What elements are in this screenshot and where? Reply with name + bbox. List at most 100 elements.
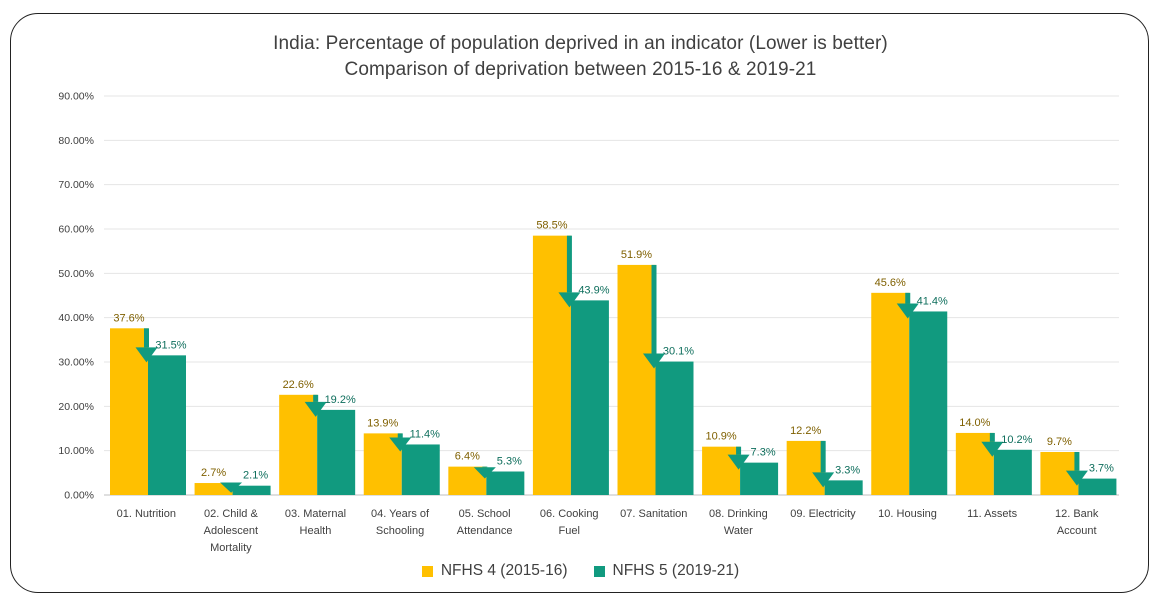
x-tick-label: 11. Assets: [967, 508, 1017, 520]
data-label-nfhs4: 51.9%: [621, 249, 652, 261]
data-label-nfhs4: 37.6%: [113, 312, 144, 324]
change-arrow-head: [135, 347, 158, 363]
data-label-nfhs5: 19.2%: [325, 394, 356, 406]
data-label-nfhs4: 6.4%: [455, 451, 480, 463]
change-arrow-head: [220, 482, 243, 493]
data-label-nfhs4: 10.9%: [705, 431, 736, 443]
y-tick-label: 60.00%: [58, 224, 94, 236]
change-arrow-head: [896, 303, 919, 319]
change-arrow-head: [643, 353, 665, 369]
y-tick-label: 0.00%: [64, 490, 94, 502]
legend-item-nfhs4: NFHS 4 (2015-16): [421, 562, 568, 580]
bar-nfhs5: [232, 485, 271, 495]
bar-nfhs4: [702, 446, 741, 495]
y-tick-label: 10.00%: [58, 445, 94, 457]
data-label-nfhs5: 30.1%: [663, 346, 694, 358]
x-tick-label: 05. School: [459, 508, 511, 520]
change-arrow-head: [1065, 470, 1088, 486]
legend-label-nfhs4: NFHS 4 (2015-16): [440, 562, 568, 579]
bar-nfhs5: [570, 300, 609, 495]
y-tick-label: 70.00%: [58, 179, 94, 191]
x-tick-label: Account: [1057, 525, 1097, 537]
bar-nfhs5: [148, 355, 186, 495]
y-tick-label: 40.00%: [58, 312, 94, 324]
data-label-nfhs5: 3.7%: [1089, 463, 1114, 475]
x-tick-label: Adolescent: [204, 525, 258, 537]
x-tick-label: 08. Drinking: [709, 508, 768, 520]
change-arrow-shaft: [313, 394, 319, 402]
bar-nfhs4: [617, 264, 656, 495]
change-arrow-head: [727, 454, 750, 470]
x-tick-label: 02. Child &: [204, 508, 258, 520]
x-tick-label: 07. Sanitation: [620, 508, 687, 520]
data-label-nfhs4: 45.6%: [875, 277, 906, 289]
data-label-nfhs5: 3.3%: [835, 464, 860, 476]
y-tick-label: 20.00%: [58, 401, 94, 413]
y-tick-label: 80.00%: [58, 135, 94, 147]
data-label-nfhs4: 58.5%: [536, 220, 567, 232]
x-tick-label: 09. Electricity: [790, 508, 856, 520]
bar-nfhs5: [993, 449, 1032, 495]
change-arrow-head: [981, 441, 1004, 457]
x-tick-label: 03. Maternal: [285, 508, 346, 520]
bar-nfhs4: [532, 235, 571, 495]
bar-nfhs4: [194, 483, 233, 495]
bar-nfhs4: [786, 440, 825, 495]
change-arrow-head: [389, 437, 412, 452]
change-arrow-head: [473, 467, 496, 479]
x-tick-label: 10. Housing: [878, 508, 937, 520]
bar-nfhs4: [279, 394, 318, 495]
x-tick-label: Water: [724, 525, 753, 537]
x-tick-label: 06. Cooking: [540, 508, 599, 520]
y-tick-label: 50.00%: [58, 268, 94, 280]
legend-item-nfhs5: NFHS 5 (2019-21): [593, 562, 740, 580]
chart-title: India: Percentage of population deprived…: [273, 33, 888, 54]
bar-nfhs4: [871, 292, 910, 495]
data-label-nfhs4: 14.0%: [959, 417, 990, 429]
change-arrow-shaft: [482, 466, 488, 468]
change-arrow-shaft: [566, 235, 572, 293]
data-label-nfhs5: 31.5%: [155, 339, 186, 351]
bar-nfhs5: [401, 444, 440, 495]
bar-nfhs5: [486, 471, 525, 495]
data-label-nfhs4: 9.7%: [1047, 436, 1072, 448]
change-arrow-shaft: [989, 432, 995, 442]
data-label-nfhs5: 41.4%: [917, 295, 948, 307]
change-arrow-shaft: [736, 446, 742, 455]
change-arrow-shaft: [1074, 451, 1080, 471]
bar-nfhs5: [824, 480, 863, 495]
chart-subtitle: Comparison of deprivation between 2015-1…: [344, 59, 817, 80]
data-label-nfhs5: 10.2%: [1001, 434, 1032, 446]
y-tick-label: 30.00%: [58, 357, 94, 369]
x-tick-label: Mortality: [210, 542, 252, 554]
data-label-nfhs4: 2.7%: [201, 467, 226, 479]
bar-nfhs5: [655, 361, 694, 495]
legend: NFHS 4 (2015-16) NFHS 5 (2019-21): [0, 562, 1161, 580]
data-label-nfhs5: 7.3%: [751, 447, 776, 459]
data-label-nfhs5: 5.3%: [497, 456, 522, 468]
legend-swatch-nfhs4: [421, 565, 433, 577]
data-label-nfhs4: 13.9%: [367, 417, 398, 429]
change-arrow-shaft: [905, 292, 911, 304]
x-tick-label: Schooling: [376, 525, 424, 537]
change-arrow-shaft: [397, 433, 403, 438]
change-arrow-shaft: [820, 440, 826, 473]
data-label-nfhs5: 2.1%: [243, 470, 268, 482]
change-arrow-shaft: [651, 264, 657, 354]
data-label-nfhs5: 43.9%: [578, 284, 609, 296]
x-tick-label: 12. Bank: [1055, 508, 1099, 520]
data-label-nfhs4: 12.2%: [790, 425, 821, 437]
change-arrow-head: [304, 401, 327, 417]
bar-nfhs5: [317, 409, 356, 495]
bar-nfhs5: [740, 462, 779, 495]
change-arrow-shaft: [144, 328, 149, 348]
bar-nfhs5: [1078, 478, 1117, 495]
data-label-nfhs4: 22.6%: [283, 379, 314, 391]
legend-label-nfhs5: NFHS 5 (2019-21): [612, 562, 740, 579]
x-tick-label: Attendance: [457, 525, 513, 537]
x-tick-label: 04. Years of: [371, 508, 430, 520]
change-arrow-head: [558, 292, 581, 308]
x-tick-label: Health: [300, 525, 332, 537]
x-tick-label: 01. Nutrition: [117, 508, 176, 520]
